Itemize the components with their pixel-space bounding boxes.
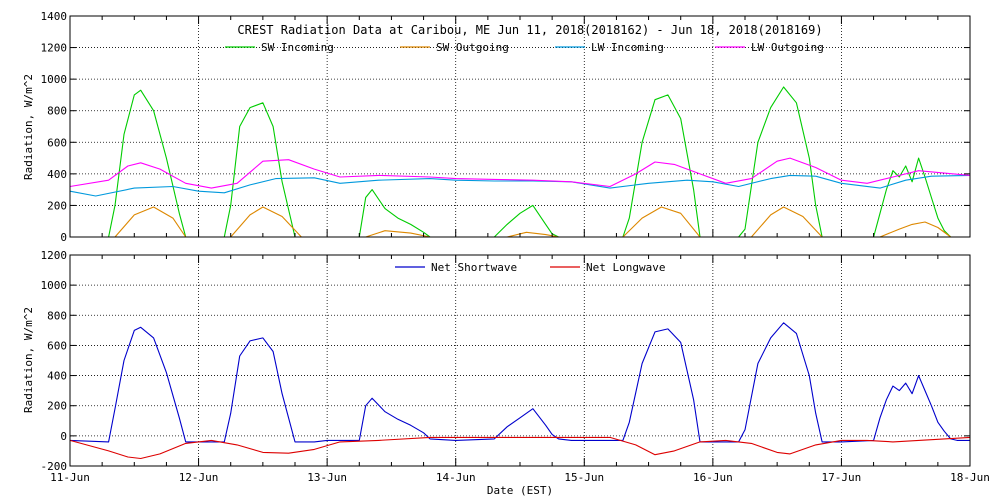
legend-label-lw-outgoing: LW Outgoing — [751, 41, 824, 54]
bottom-y-tick-label: 1200 — [41, 249, 68, 262]
legend-label-sw-outgoing: SW Outgoing — [436, 41, 509, 54]
bottom-y-axis-label: Radiation, W/m^2 — [22, 307, 35, 413]
x-tick-label: 11-Jun — [50, 471, 90, 484]
series-line-net-shortwave — [69, 322, 970, 443]
bottom-panel: -200 0 200 400 600 800 1000 1200 11-Jun 12-Jun 13… — [22, 249, 990, 497]
chart-title: CREST Radiation Data at Caribou, ME Jun … — [237, 23, 822, 37]
bottom-series — [69, 322, 971, 460]
legend-label-net-longwave: Net Longwave — [586, 261, 665, 274]
bottom-y-tick-label: 1000 — [41, 279, 68, 292]
x-tick-label: 13-Jun — [307, 471, 347, 484]
bottom-y-tick-label: 800 — [47, 309, 67, 322]
top-y-axis-label: Radiation, W/m^2 — [22, 74, 35, 180]
x-axis-label: Date (EST) — [487, 484, 553, 497]
bottom-grid — [70, 255, 970, 466]
x-tick-label: 15-Jun — [564, 471, 604, 484]
top-y-tick-label: 800 — [47, 105, 67, 118]
bottom-legend: Net Shortwave Net Longwave — [395, 261, 665, 274]
top-y-tick-label: 1000 — [41, 73, 68, 86]
top-panel: 0 200 400 600 800 1000 1200 1400 CREST Radiatio… — [22, 10, 971, 244]
top-grid — [70, 16, 970, 237]
top-y-tick-label: 1200 — [41, 42, 68, 55]
bottom-y-tick-label: -200 — [41, 460, 68, 473]
legend-label-lw-incoming: LW Incoming — [591, 41, 664, 54]
x-tick-label: 14-Jun — [436, 471, 476, 484]
legend-label-net-shortwave: Net Shortwave — [431, 261, 517, 274]
series-line-lw-outgoing — [69, 157, 971, 189]
bottom-y-tick-label: 0 — [60, 430, 67, 443]
series-line-sw-incoming — [70, 86, 970, 238]
top-y-ticks: 0 200 400 600 800 1000 1200 1400 — [41, 10, 971, 244]
bottom-y-tick-label: 200 — [47, 400, 67, 413]
legend-label-sw-incoming: SW Incoming — [261, 41, 334, 54]
top-y-tick-label: 200 — [47, 199, 67, 212]
x-tick-label: 17-Jun — [822, 471, 862, 484]
bottom-y-tick-label: 400 — [47, 370, 67, 383]
x-tick-label: 12-Jun — [179, 471, 219, 484]
top-y-tick-label: 600 — [47, 136, 67, 149]
top-legend: SW Incoming SW Outgoing LW Incoming LW Outg… — [225, 41, 824, 54]
bottom-y-ticks: -200 0 200 400 600 800 1000 1200 — [41, 249, 971, 473]
series-line-lw-incoming — [69, 174, 971, 197]
bottom-y-tick-label: 600 — [47, 339, 67, 352]
series-line-net-longwave — [69, 436, 971, 460]
x-tick-label: 16-Jun — [693, 471, 733, 484]
top-y-tick-label: 400 — [47, 168, 67, 181]
x-tick-label: 18-Jun — [950, 471, 990, 484]
top-y-tick-label: 0 — [60, 231, 67, 244]
top-y-tick-label: 1400 — [41, 10, 68, 23]
x-ticks: 11-Jun 12-Jun 13-Jun 14-Jun 15-Jun 16-Jun 17-J… — [50, 471, 990, 484]
